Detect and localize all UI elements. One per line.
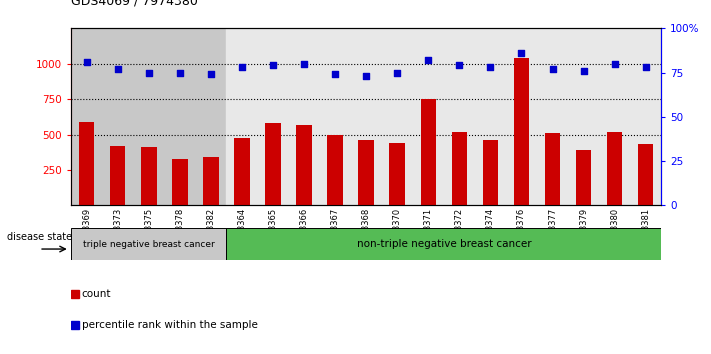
Bar xyxy=(296,125,312,205)
Bar xyxy=(451,132,467,205)
Bar xyxy=(265,123,281,205)
Point xyxy=(205,72,217,77)
Bar xyxy=(568,28,599,205)
Bar xyxy=(164,28,196,205)
Text: count: count xyxy=(82,289,111,299)
Point xyxy=(515,50,527,56)
Point xyxy=(329,72,341,77)
Bar xyxy=(444,28,475,205)
Point xyxy=(640,64,651,70)
Text: GDS4069 / 7974380: GDS4069 / 7974380 xyxy=(71,0,198,7)
Bar xyxy=(141,147,156,205)
Bar xyxy=(630,28,661,205)
Point xyxy=(547,66,558,72)
Bar xyxy=(110,146,125,205)
Bar xyxy=(203,157,219,205)
Text: percentile rank within the sample: percentile rank within the sample xyxy=(82,320,257,330)
Point xyxy=(143,70,154,75)
Bar xyxy=(420,99,436,205)
Bar xyxy=(382,28,413,205)
Bar xyxy=(607,132,622,205)
Text: non-triple negative breast cancer: non-triple negative breast cancer xyxy=(356,239,531,249)
Bar xyxy=(257,28,289,205)
Bar xyxy=(226,28,257,205)
Bar xyxy=(351,28,382,205)
Bar xyxy=(196,28,226,205)
Bar xyxy=(413,28,444,205)
Bar xyxy=(71,228,226,260)
Point xyxy=(267,63,279,68)
Bar xyxy=(576,150,592,205)
Point xyxy=(422,57,434,63)
Point xyxy=(609,61,620,67)
Bar xyxy=(79,122,95,205)
Point xyxy=(174,70,186,75)
Bar xyxy=(226,228,661,260)
Bar xyxy=(102,28,133,205)
Bar xyxy=(599,28,630,205)
Bar xyxy=(234,138,250,205)
Point xyxy=(112,66,124,72)
Point xyxy=(360,73,372,79)
Bar xyxy=(319,28,351,205)
Bar xyxy=(638,144,653,205)
Bar xyxy=(537,28,568,205)
Bar xyxy=(327,135,343,205)
Bar xyxy=(506,28,537,205)
Bar xyxy=(545,133,560,205)
Bar xyxy=(513,58,529,205)
Bar xyxy=(358,140,374,205)
Bar xyxy=(483,140,498,205)
Point xyxy=(454,63,465,68)
Bar xyxy=(172,159,188,205)
Bar xyxy=(71,28,102,205)
Point xyxy=(81,59,92,65)
Bar xyxy=(289,28,319,205)
Bar xyxy=(133,28,164,205)
Point xyxy=(299,61,310,67)
Point xyxy=(578,68,589,74)
Bar xyxy=(475,28,506,205)
Bar xyxy=(390,143,405,205)
Point xyxy=(485,64,496,70)
Point xyxy=(392,70,403,75)
Text: triple negative breast cancer: triple negative breast cancer xyxy=(83,240,215,249)
Point xyxy=(236,64,247,70)
Text: disease state: disease state xyxy=(6,232,72,242)
